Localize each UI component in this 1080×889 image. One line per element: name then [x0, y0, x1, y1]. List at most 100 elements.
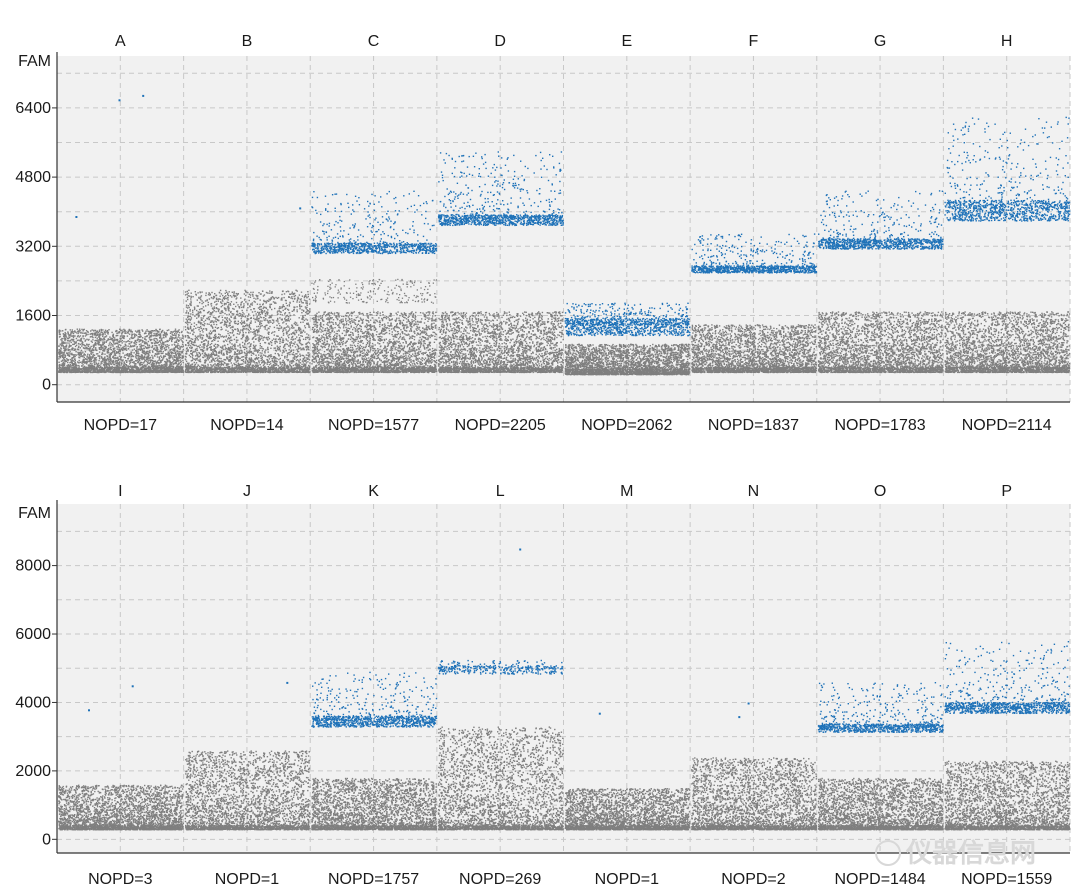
- negative-droplet: [178, 334, 180, 337]
- negative-droplet: [306, 300, 308, 302]
- negative-droplet: [119, 340, 121, 342]
- negative-droplet: [155, 341, 158, 343]
- negative-droplet: [145, 339, 147, 341]
- negative-droplet: [97, 331, 100, 334]
- negative-droplet: [146, 347, 148, 349]
- negative-droplet: [148, 368, 150, 370]
- negative-droplet: [133, 348, 136, 350]
- negative-droplet: [166, 362, 168, 364]
- negative-droplet: [272, 331, 274, 333]
- negative-droplet: [65, 368, 67, 370]
- negative-droplet: [229, 342, 231, 344]
- negative-droplet: [261, 324, 263, 327]
- negative-droplet: [197, 355, 199, 357]
- negative-droplet: [284, 355, 286, 358]
- negative-droplet: [62, 359, 64, 361]
- negative-droplet: [148, 370, 150, 373]
- negative-droplet: [179, 346, 181, 348]
- negative-droplet: [191, 354, 194, 357]
- negative-droplet: [179, 352, 181, 355]
- negative-droplet: [180, 366, 183, 369]
- negative-droplet: [240, 313, 242, 315]
- negative-droplet: [168, 354, 170, 357]
- negative-droplet: [164, 344, 166, 346]
- negative-droplet: [263, 363, 265, 366]
- negative-droplet: [158, 344, 161, 346]
- negative-droplet: [227, 301, 230, 304]
- negative-droplet: [62, 364, 64, 366]
- negative-droplet: [152, 365, 154, 367]
- negative-droplet: [110, 348, 112, 351]
- negative-droplet: [115, 364, 118, 367]
- negative-droplet: [202, 324, 205, 326]
- negative-droplet: [181, 350, 183, 352]
- negative-droplet: [282, 346, 285, 349]
- negative-droplet: [202, 334, 205, 337]
- negative-droplet: [65, 345, 67, 347]
- negative-droplet: [143, 341, 145, 343]
- negative-droplet: [243, 348, 246, 351]
- negative-droplet: [68, 342, 70, 344]
- negative-droplet: [110, 363, 112, 365]
- negative-droplet: [233, 291, 235, 293]
- negative-droplet: [164, 341, 166, 343]
- negative-droplet: [88, 356, 91, 358]
- negative-droplet: [226, 306, 229, 308]
- negative-droplet: [84, 358, 86, 361]
- negative-droplet: [220, 357, 222, 360]
- negative-droplet: [72, 354, 74, 356]
- negative-droplet: [175, 335, 177, 337]
- negative-droplet: [60, 348, 62, 350]
- negative-droplet: [175, 330, 177, 332]
- negative-droplet: [116, 352, 119, 354]
- negative-droplet: [82, 364, 84, 366]
- negative-droplet: [141, 370, 143, 372]
- negative-droplet: [147, 360, 150, 362]
- negative-droplet: [302, 302, 304, 304]
- negative-droplet: [248, 338, 250, 340]
- negative-droplet: [190, 292, 192, 294]
- negative-droplet: [207, 353, 210, 355]
- negative-droplet: [205, 305, 207, 307]
- negative-droplet: [60, 364, 63, 367]
- negative-droplet: [229, 360, 231, 362]
- negative-droplet: [121, 342, 123, 344]
- negative-droplet: [249, 362, 252, 364]
- negative-droplet: [139, 359, 141, 362]
- negative-droplet: [252, 293, 254, 296]
- negative-droplet: [202, 331, 204, 333]
- negative-droplet: [228, 313, 230, 315]
- negative-droplet: [294, 338, 297, 340]
- negative-droplet: [283, 351, 285, 353]
- negative-droplet: [93, 362, 95, 364]
- negative-droplet: [147, 346, 149, 348]
- negative-droplet: [123, 345, 125, 348]
- negative-droplet: [97, 353, 99, 355]
- negative-droplet: [136, 347, 138, 349]
- negative-droplet: [285, 299, 287, 302]
- negative-droplet: [247, 291, 249, 294]
- negative-droplet: [286, 356, 288, 358]
- negative-droplet: [70, 335, 72, 337]
- negative-droplet: [139, 333, 141, 335]
- negative-droplet: [166, 353, 168, 356]
- negative-droplet: [128, 371, 131, 373]
- negative-droplet: [299, 355, 301, 358]
- negative-droplet: [219, 295, 221, 297]
- negative-droplet: [269, 361, 272, 363]
- negative-droplet: [113, 350, 116, 353]
- negative-droplet: [108, 369, 110, 371]
- negative-droplet: [99, 366, 102, 369]
- negative-droplet: [122, 347, 125, 349]
- negative-droplet: [123, 356, 125, 358]
- negative-droplet: [66, 352, 68, 354]
- negative-droplet: [125, 330, 127, 333]
- negative-droplet: [101, 366, 103, 369]
- negative-droplet: [66, 364, 68, 367]
- negative-droplet: [279, 357, 281, 360]
- negative-droplet: [138, 357, 140, 360]
- negative-droplet: [122, 366, 124, 368]
- negative-droplet: [58, 336, 61, 338]
- negative-droplet: [244, 352, 246, 354]
- negative-droplet: [231, 291, 233, 293]
